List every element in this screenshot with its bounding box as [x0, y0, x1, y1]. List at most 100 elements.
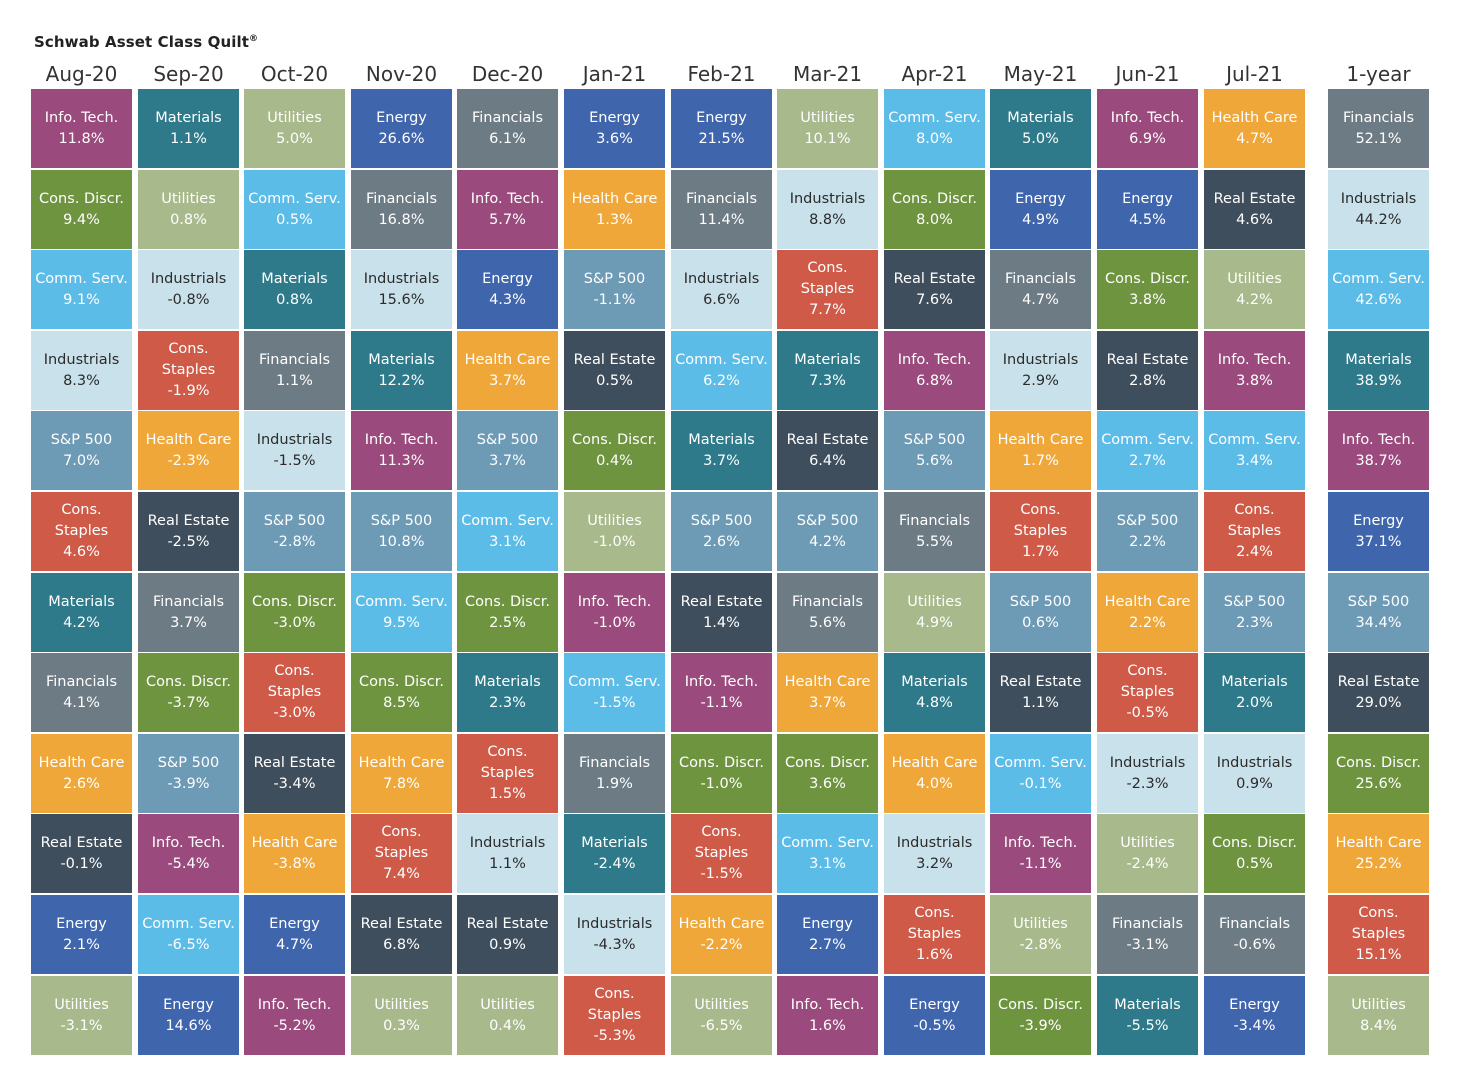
quilt-cell: Cons. Staples 1.5%: [457, 734, 558, 813]
return-value: 2.6%: [63, 775, 100, 792]
sector-label: Info. Tech.: [897, 351, 972, 368]
sector-label: Cons. Discr.: [465, 593, 550, 610]
sector-label: Health Care: [891, 754, 978, 771]
quilt-cell: S&P 500 2.2%: [1097, 492, 1198, 571]
quilt-cell: Utilities 4.2%: [1204, 250, 1305, 329]
sector-label: Cons. Staples: [694, 824, 749, 861]
return-value: 34.4%: [1355, 614, 1402, 631]
return-value: -5.3%: [593, 1028, 636, 1044]
return-value: 10.8%: [378, 533, 425, 550]
return-value: 1.1%: [276, 372, 313, 389]
quilt-cell: Energy 4.9%: [990, 170, 1091, 249]
return-value: -1.0%: [593, 533, 636, 550]
sector-label: Health Care: [464, 351, 551, 368]
return-value: 8.4%: [1360, 1017, 1397, 1034]
return-value: -2.5%: [167, 533, 210, 550]
sector-label: Comm. Serv.: [355, 593, 448, 610]
return-value: 0.4%: [489, 1017, 526, 1034]
quilt-cell: S&P 500 3.7%: [457, 411, 558, 490]
quilt-cell: S&P 500 7.0%: [31, 411, 132, 490]
sector-label: Energy: [269, 915, 320, 932]
sector-label: Financials: [791, 593, 864, 610]
column-header-sep-20: Sep-20: [153, 62, 224, 86]
quilt-cell: Materials 2.0%: [1204, 653, 1305, 732]
quilt-cell: Cons. Discr. 2.5%: [457, 573, 558, 652]
quilt-cell: Comm. Serv. 3.1%: [457, 492, 558, 571]
quilt-cell: Comm. Serv. 42.6%: [1328, 250, 1429, 329]
sector-label: Cons. Staples: [800, 260, 855, 297]
sector-label: Cons. Staples: [1227, 502, 1282, 539]
quilt-cell: Financials 1.9%: [564, 734, 665, 813]
quilt-cell: Utilities -2.8%: [990, 895, 1091, 974]
sector-label: Utilities: [694, 996, 749, 1013]
return-value: 15.1%: [1355, 947, 1402, 963]
sector-label: Financials: [365, 190, 438, 207]
quilt-cell: Comm. Serv. 3.4%: [1204, 411, 1305, 490]
sector-label: Utilities: [800, 109, 855, 126]
quilt-cell: Cons. Discr. 9.4%: [31, 170, 132, 249]
sector-label: Energy: [482, 270, 533, 287]
quilt-cell: Real Estate 0.5%: [564, 331, 665, 410]
return-value: 11.4%: [698, 211, 745, 228]
return-value: 4.6%: [63, 544, 100, 560]
return-value: 2.2%: [1129, 614, 1166, 631]
sector-label: Health Care: [784, 673, 871, 690]
sector-label: S&P 500: [50, 431, 113, 448]
return-value: 1.7%: [1022, 544, 1059, 560]
quilt-cell: Info. Tech. 11.8%: [31, 89, 132, 168]
sector-label: Comm. Serv.: [1208, 431, 1301, 448]
return-value: 14.6%: [165, 1017, 212, 1034]
quilt-cell: Materials -5.5%: [1097, 976, 1198, 1055]
quilt-cell: Cons. Staples 1.7%: [990, 492, 1091, 571]
return-value: 7.8%: [383, 775, 420, 792]
column-header-oct-20: Oct-20: [260, 62, 329, 86]
sector-label: S&P 500: [583, 270, 646, 287]
return-value: -3.7%: [167, 694, 210, 711]
return-value: 1.3%: [596, 211, 633, 228]
quilt-cell: Materials 5.0%: [990, 89, 1091, 168]
sector-label: Energy: [1015, 190, 1066, 207]
return-value: -3.0%: [273, 705, 316, 721]
quilt-cell: Info. Tech. -1.1%: [671, 653, 772, 732]
quilt-cell: Comm. Serv. 8.0%: [884, 89, 985, 168]
return-value: 1.6%: [809, 1017, 846, 1034]
return-value: -6.5%: [700, 1017, 743, 1034]
sector-label: Cons. Discr.: [785, 754, 870, 771]
sector-label: Financials: [578, 754, 651, 771]
sector-label: Health Care: [997, 431, 1084, 448]
quilt-cell: Utilities -1.0%: [564, 492, 665, 571]
return-value: 2.8%: [1129, 372, 1166, 389]
quilt-cell: Energy 21.5%: [671, 89, 772, 168]
quilt-cell: Utilities 0.3%: [351, 976, 452, 1055]
sector-label: Cons. Discr.: [1105, 270, 1190, 287]
sector-label: Comm. Serv.: [1101, 431, 1194, 448]
quilt-cell: Financials -0.6%: [1204, 895, 1305, 974]
quilt-cell: Cons. Staples 7.4%: [351, 814, 452, 893]
return-value: 4.8%: [916, 694, 953, 711]
quilt-cell: Comm. Serv. 9.1%: [31, 250, 132, 329]
sector-label: Health Care: [38, 754, 125, 771]
return-value: 5.7%: [489, 211, 526, 228]
quilt-cell: Health Care -3.8%: [244, 814, 345, 893]
return-value: 5.5%: [916, 533, 953, 550]
sector-label: Industrials: [1340, 190, 1417, 207]
return-value: -2.8%: [1019, 936, 1062, 953]
sector-label: Comm. Serv.: [461, 512, 554, 529]
quilt-cell: Info. Tech. 3.8%: [1204, 331, 1305, 410]
sector-label: Materials: [688, 431, 755, 448]
return-value: 3.7%: [809, 694, 846, 711]
sector-label: Industrials: [683, 270, 760, 287]
return-value: 3.7%: [489, 452, 526, 469]
quilt-cell: Comm. Serv. 0.5%: [244, 170, 345, 249]
sector-label: Utilities: [161, 190, 216, 207]
sector-label: S&P 500: [1223, 593, 1286, 610]
sector-label: S&P 500: [1009, 593, 1072, 610]
quilt-cell: Financials 4.1%: [31, 653, 132, 732]
chart-title: Schwab Asset Class Quilt®: [34, 33, 259, 51]
sector-label: Real Estate: [893, 270, 976, 287]
return-value: 0.8%: [276, 291, 313, 308]
sector-label: Info. Tech.: [151, 834, 226, 851]
return-value: -0.5%: [913, 1017, 956, 1034]
quilt-cell: Info. Tech. -1.0%: [564, 573, 665, 652]
sector-label: Info. Tech.: [470, 190, 545, 207]
